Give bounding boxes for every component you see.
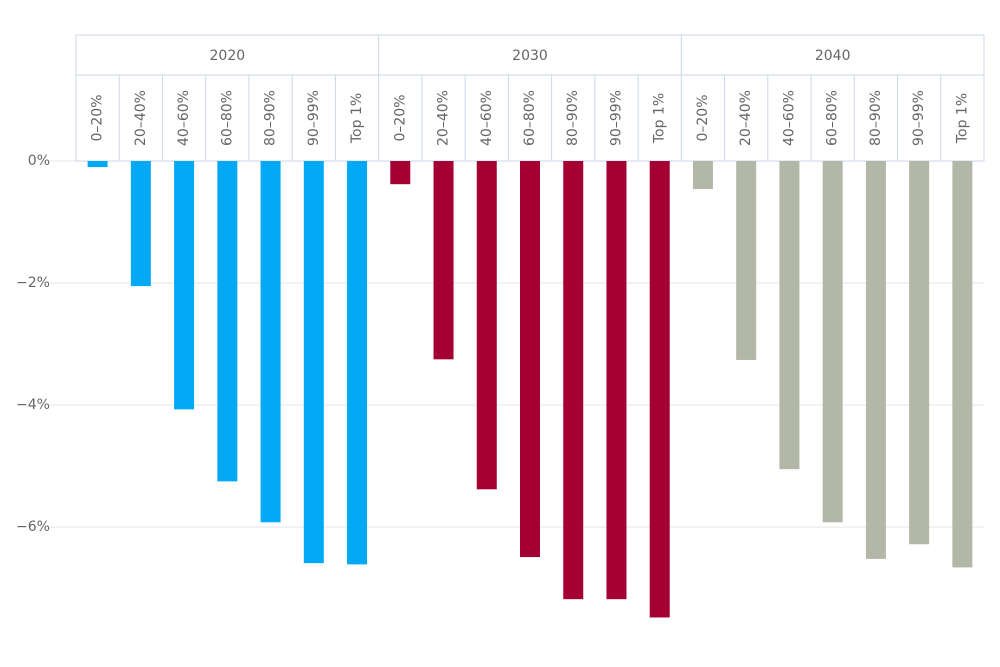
- x-tick-label: 60–80%: [522, 90, 538, 146]
- bar: [260, 161, 281, 523]
- x-tick-label: 40–60%: [479, 90, 495, 146]
- x-tick-label: 90–99%: [911, 90, 927, 146]
- bar: [736, 161, 757, 360]
- x-tick-label: 60–80%: [219, 90, 235, 146]
- x-tick-label: 20–40%: [738, 90, 754, 146]
- bar: [563, 161, 584, 600]
- x-tick-label: 90–99%: [306, 90, 322, 146]
- x-tick-label: 20–40%: [133, 90, 149, 146]
- x-tick-label: 0–20%: [695, 94, 711, 141]
- bar: [822, 161, 843, 523]
- bar: [649, 161, 670, 618]
- y-tick-label: −4%: [16, 397, 50, 413]
- bar: [909, 161, 930, 545]
- x-tick-label: Top 1%: [652, 93, 668, 144]
- bar: [87, 161, 108, 168]
- bar: [347, 161, 368, 565]
- x-tick-label: Top 1%: [954, 93, 970, 144]
- bar: [433, 161, 454, 360]
- y-tick-label: −6%: [16, 519, 50, 535]
- bar: [952, 161, 973, 568]
- x-tick-label: 60–80%: [825, 90, 841, 146]
- bar: [303, 161, 324, 564]
- bar: [174, 161, 195, 410]
- bar: [217, 161, 238, 482]
- y-tick-label: 0%: [28, 153, 50, 169]
- x-tick-label: 20–40%: [436, 90, 452, 146]
- x-tick-label: 40–60%: [781, 90, 797, 146]
- x-tick-label: Top 1%: [349, 93, 365, 144]
- bar: [520, 161, 540, 558]
- x-tick-label: 0–20%: [90, 94, 106, 141]
- bar: [390, 161, 411, 185]
- x-tick-label: 90–99%: [608, 90, 624, 146]
- bar: [865, 161, 886, 559]
- x-tick-label: 40–60%: [176, 90, 192, 146]
- y-tick-label: −2%: [16, 275, 50, 291]
- bar: [606, 161, 627, 600]
- x-tick-label: 80–90%: [263, 90, 279, 146]
- x-tick-label: 0–20%: [392, 94, 408, 141]
- bar: [692, 161, 713, 190]
- group-label: 2030: [512, 48, 548, 64]
- bar: [130, 161, 151, 287]
- bar: [476, 161, 497, 490]
- x-tick-label: 80–90%: [868, 90, 884, 146]
- group-label: 2040: [815, 48, 851, 64]
- bar: [779, 161, 800, 470]
- x-tick-label: 80–90%: [565, 90, 581, 146]
- group-label: 2020: [210, 48, 246, 64]
